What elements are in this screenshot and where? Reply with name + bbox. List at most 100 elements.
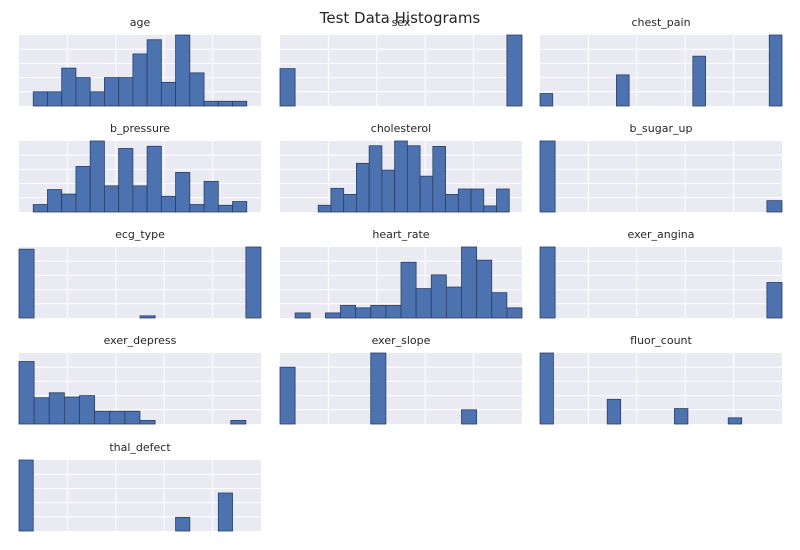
histogram-bar — [118, 148, 134, 213]
subplot-title: b_sugar_up — [630, 122, 693, 135]
histogram-bar — [445, 194, 459, 213]
histogram-bar — [118, 77, 134, 107]
histogram-bar — [324, 312, 341, 319]
subplot-cholesterol: cholesterol — [280, 122, 522, 213]
histogram-bar — [496, 188, 510, 213]
subplot-exer-slope: exer_slope — [279, 334, 522, 425]
plot-area — [540, 353, 782, 424]
histogram-bar — [47, 189, 63, 213]
histogram-bar — [175, 171, 191, 213]
subplot-ecg-type: ecg_type — [18, 228, 262, 319]
subplot-title: age — [130, 16, 151, 29]
subplot-title: thal_defect — [109, 441, 171, 454]
histogram-bar — [18, 361, 35, 425]
histogram-bar — [203, 100, 219, 107]
plot-area — [540, 141, 782, 212]
histogram-bar — [766, 282, 783, 319]
histogram-bar — [61, 193, 77, 213]
histogram-bar — [279, 366, 296, 425]
histogram-bar — [18, 248, 35, 319]
histogram-bar — [124, 410, 141, 425]
histogram-bar — [32, 91, 48, 107]
histogram-bar — [368, 145, 383, 213]
histogram-bar — [94, 410, 111, 425]
histogram-bar — [317, 204, 332, 213]
subplot-title: chest_pain — [631, 16, 690, 29]
histogram-bar — [766, 200, 783, 213]
histogram-bar — [385, 304, 402, 319]
histogram-bar — [89, 140, 105, 213]
subplot-title: exer_angina — [628, 228, 695, 241]
histogram-bar — [539, 352, 554, 425]
subplot-fluor-count: fluor_count — [539, 334, 782, 425]
histogram-bar — [381, 169, 396, 213]
histogram-bar — [539, 246, 556, 319]
histogram-bar — [506, 307, 523, 319]
histogram-bar — [230, 420, 247, 425]
histogram-bar — [356, 162, 370, 213]
histogram-bar — [445, 286, 462, 319]
histogram-bar — [232, 201, 248, 213]
histogram-bar — [75, 166, 91, 213]
histogram-bar — [89, 91, 105, 107]
plot-area — [280, 35, 522, 106]
histogram-bar — [160, 81, 176, 107]
histogram-bar — [48, 392, 65, 425]
subplot-title: exer_depress — [104, 334, 177, 347]
histogram-bar — [355, 307, 372, 319]
histogram-bar — [343, 194, 357, 213]
subplot-title: ecg_type — [115, 228, 165, 241]
histogram-bar — [400, 261, 417, 319]
histogram-bar — [539, 140, 556, 213]
histogram-bar — [139, 420, 156, 425]
histogram-bar — [406, 145, 421, 213]
histogram-bar — [104, 185, 120, 213]
histogram-bar — [245, 246, 262, 319]
plot-area — [540, 35, 782, 106]
histogram-bar — [506, 34, 523, 107]
subplot-title: cholesterol — [371, 122, 431, 135]
histogram-bar — [146, 145, 162, 213]
subplot-sex: sex — [279, 16, 523, 107]
histogram-bar — [768, 34, 783, 107]
subplot-exer-angina: exer_angina — [539, 228, 783, 319]
histogram-bar — [457, 188, 472, 213]
histogram-bar — [470, 188, 485, 213]
histogram-bar — [109, 410, 126, 425]
histogram-bar — [232, 100, 248, 107]
histogram-bar — [606, 398, 622, 425]
subplot-title: sex — [392, 16, 411, 29]
histogram-bar — [279, 68, 296, 107]
histogram-bar — [32, 204, 48, 213]
plot-area — [280, 353, 522, 424]
histogram-bar — [104, 77, 120, 107]
histogram-bar — [330, 187, 345, 213]
subplot-b-pressure: b_pressure — [19, 122, 261, 213]
histogram-bar — [370, 352, 387, 425]
histogram-bar — [146, 39, 162, 107]
histogram-bar — [175, 34, 191, 107]
histogram-bar — [616, 74, 630, 107]
histogram-bar — [175, 516, 191, 532]
subplot-thal-defect: thal_defect — [18, 441, 261, 532]
histogram-bar — [340, 304, 357, 319]
subplot-title: exer_slope — [372, 334, 431, 347]
subplot-exer-depress: exer_depress — [18, 334, 261, 425]
subplot-chest-pain: chest_pain — [539, 16, 783, 107]
histogram-bar — [132, 53, 148, 107]
histogram-bar — [491, 292, 508, 319]
histogram-bar — [132, 185, 148, 213]
histogram-bar — [75, 77, 91, 107]
histogram-bar — [203, 180, 219, 213]
histogram-bar — [483, 205, 497, 213]
histogram-bar — [674, 408, 689, 425]
histogram-bar — [476, 259, 493, 319]
histogram-bar — [419, 175, 434, 213]
histogram-bar — [63, 396, 80, 425]
figure-title: Test Data Histograms — [319, 9, 481, 27]
histogram-bar — [79, 395, 96, 425]
histogram-bar — [33, 397, 50, 425]
plot-area — [19, 247, 261, 318]
plot-area — [540, 247, 782, 318]
